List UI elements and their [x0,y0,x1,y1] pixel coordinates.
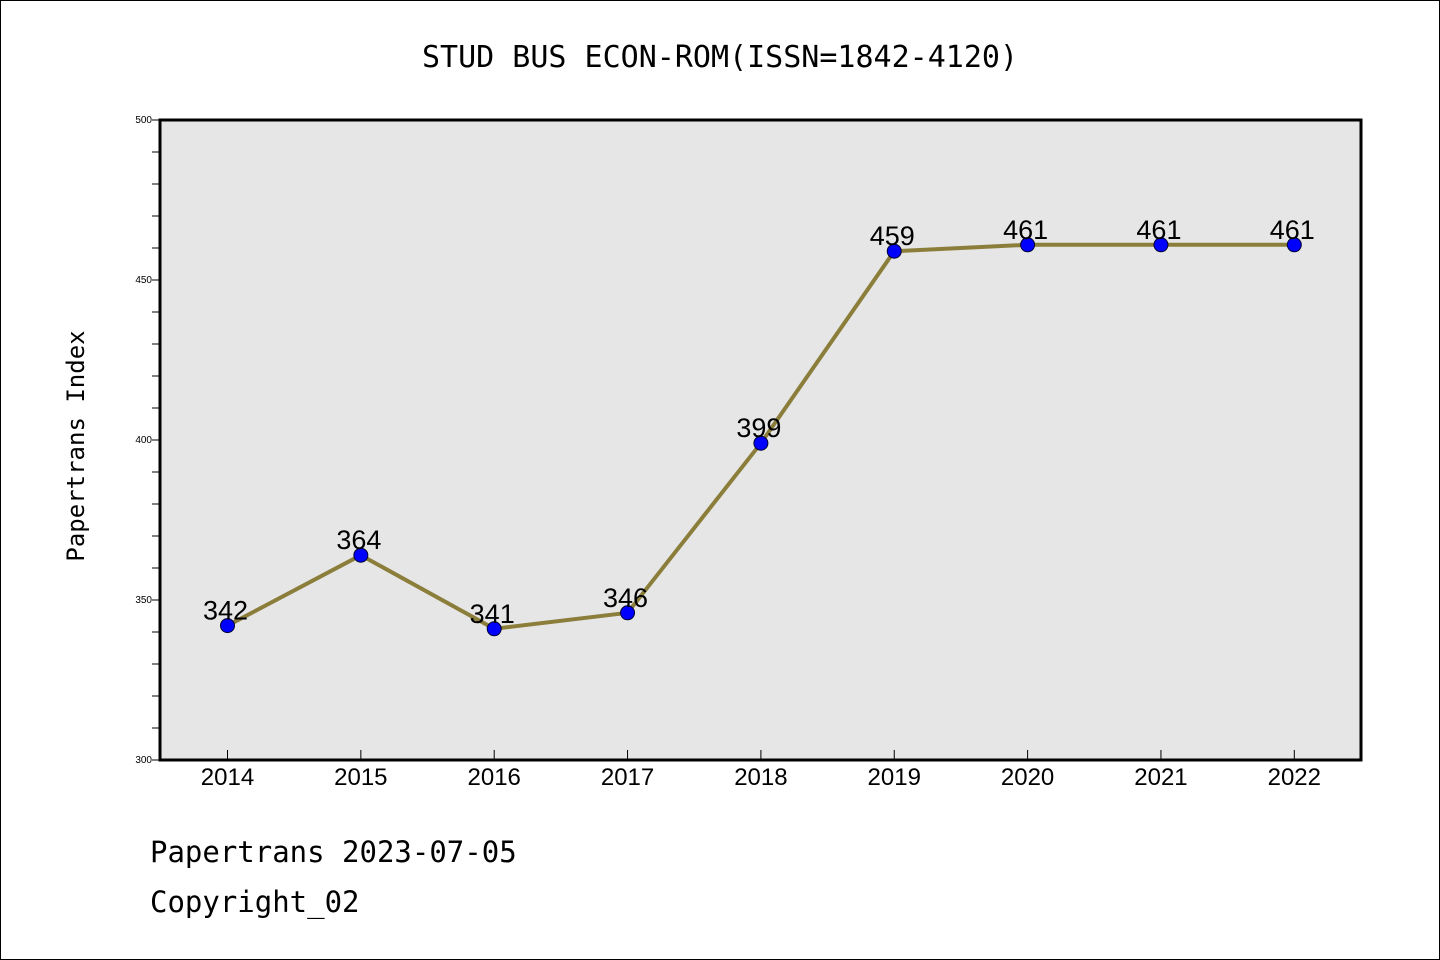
chart-title: STUD BUS ECON-ROM(ISSN=1842-4120) [422,40,1018,75]
x-axis-ticks: 2014 2015 2016 2017 2018 2019 2020 2021 2022 [201,750,1321,791]
data-point [220,618,235,634]
x-tick-label: 2017 [601,764,654,791]
data-label: 342 [203,596,248,626]
footer-copyright: Copyright_02 [150,885,360,919]
y-tick-label: 350 [135,595,152,606]
data-point [486,621,502,637]
data-label: 399 [736,413,781,443]
data-label: 461 [1270,215,1315,245]
data-point [886,243,902,259]
data-point [620,605,636,621]
y-axis-label: Papertrans Index [62,330,90,561]
footer-date: Papertrans 2023-07-05 [150,835,517,869]
x-tick-label: 2014 [201,764,254,791]
data-label: 341 [470,599,515,629]
data-point [1020,237,1036,253]
y-axis-ticks: 300 350 400 450 500 [135,115,160,766]
data-point [1153,237,1169,253]
x-tick-label: 2015 [334,764,387,791]
data-label: 461 [1136,215,1181,245]
y-tick-label: 300 [135,755,152,766]
data-label: 459 [870,221,915,251]
x-tick-label: 2020 [1001,764,1054,791]
data-point [753,435,769,451]
data-labels: 342 364 341 346 399 459 461 461 461 [203,215,1315,629]
data-label: 346 [603,583,648,613]
y-tick-label: 450 [135,275,152,286]
x-tick-label: 2016 [468,764,521,791]
x-tick-label: 2019 [868,764,921,791]
data-point [353,547,369,563]
y-tick-label: 400 [135,435,152,446]
data-point [1286,237,1302,253]
data-label: 364 [336,525,381,555]
x-tick-label: 2018 [734,764,787,791]
x-tick-label: 2022 [1268,764,1321,791]
data-label: 461 [1003,215,1048,245]
y-tick-label: 500 [135,115,152,126]
series-layer [220,237,1302,637]
x-tick-label: 2021 [1134,764,1187,791]
